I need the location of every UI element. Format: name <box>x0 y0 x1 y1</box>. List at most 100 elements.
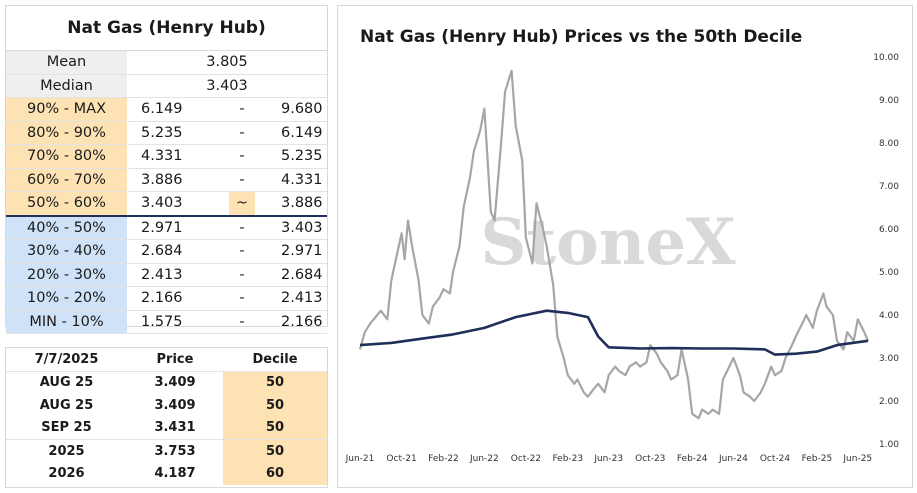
contract-price: 3.409 <box>154 375 196 391</box>
decile-table-title: Nat Gas (Henry Hub) <box>6 6 327 51</box>
price-table: 7/7/2025 Price Decile AUG 25 3.409 50 AUG 2… <box>6 348 327 485</box>
contract-decile: 50 <box>223 394 327 417</box>
price-row: AUG 25 3.409 50 <box>6 394 327 417</box>
decile-range-label: 90% - MAX <box>6 97 127 122</box>
contract-price: 3.431 <box>127 416 223 440</box>
decile-high-value: 2.684 <box>255 263 327 287</box>
decile-row: 80% - 90% 5.235-6.149 <box>6 121 327 145</box>
price-row: 2025 3.753 50 <box>6 439 327 463</box>
decile-range-label: MIN - 10% <box>6 310 127 334</box>
contract-label: 2025 <box>48 443 85 459</box>
y-tick-label: 9.00 <box>879 96 899 106</box>
decile-high-value: 4.331 <box>255 168 327 192</box>
x-tick-label: Jun-22 <box>469 454 499 464</box>
header-price: Price <box>127 348 223 372</box>
decile-low-value: 2.971 <box>127 214 229 240</box>
decile-low-value: 4.331 <box>127 144 229 169</box>
mean-label: Mean <box>6 51 127 75</box>
mean-value: 3.805 <box>127 51 327 75</box>
decile-range-label: 30% - 40% <box>6 239 127 264</box>
decile-row: 40% - 50% 2.971-3.403 <box>6 214 327 240</box>
price-row: SEP 25 3.431 50 <box>6 416 327 440</box>
contract-decile: 50 <box>223 371 327 394</box>
decile-range-label: 40% - 50% <box>6 214 127 240</box>
contract-price: 3.409 <box>154 397 196 413</box>
y-axis: 1.00 2.00 3.00 4.00 5.00 6.00 7.00 8.00 9.00 10.0… <box>873 53 899 450</box>
y-tick-label: 3.00 <box>879 354 899 364</box>
contract-decile: 50 <box>223 439 327 463</box>
decile-row: 30% - 40% 2.684-2.971 <box>6 239 327 264</box>
y-tick-label: 4.00 <box>879 311 899 321</box>
price-chart: Nat Gas (Henry Hub) Prices vs the 50th D… <box>345 27 900 464</box>
x-tick-label: Oct-22 <box>511 454 541 464</box>
henry-hub-price-line <box>358 69 870 420</box>
decile-low-value: 2.166 <box>127 286 229 311</box>
decile-low-value: 3.886 <box>127 168 229 192</box>
contract-decile: 60 <box>223 462 327 485</box>
contract-price: 4.187 <box>154 466 196 482</box>
decile-row: 90% - MAX 6.149-9.680 <box>6 97 327 122</box>
decile-low-value: 2.413 <box>127 263 229 287</box>
y-tick-label: 10.00 <box>873 53 899 63</box>
y-tick-label: 1.00 <box>879 440 899 450</box>
y-tick-label: 5.00 <box>879 268 899 278</box>
decile-separator: - <box>229 263 255 287</box>
x-tick-label: Oct-21 <box>386 454 416 464</box>
decile-separator: - <box>229 121 255 145</box>
decile-range-label: 20% - 30% <box>6 263 127 287</box>
decile-row: 10% - 20% 2.166-2.413 <box>6 286 327 311</box>
price-table-header: 7/7/2025 Price Decile <box>6 348 327 372</box>
contract-price: 3.753 <box>154 443 196 459</box>
x-tick-label: Oct-23 <box>635 454 665 464</box>
price-row: 2026 4.187 60 <box>6 462 327 485</box>
x-tick-label: Jun-24 <box>718 454 748 464</box>
series-group <box>358 69 870 420</box>
contract-label: AUG 25 <box>39 375 94 391</box>
decile-range-label: 10% - 20% <box>6 286 127 311</box>
decile-high-value: 9.680 <box>255 97 327 122</box>
decile-separator: - <box>229 239 255 264</box>
x-tick-label: Feb-22 <box>428 454 459 464</box>
decile-high-value: 2.971 <box>255 239 327 264</box>
decile-low-value: 2.684 <box>127 239 229 264</box>
decile-low-value: 5.235 <box>127 121 229 145</box>
decile-separator: - <box>229 144 255 169</box>
decile-range-label: 70% - 80% <box>6 144 127 169</box>
price-row: AUG 25 3.409 50 <box>6 371 327 394</box>
x-tick-label: Feb-24 <box>677 454 708 464</box>
decile-separator: - <box>229 214 255 240</box>
decile-separator: - <box>229 97 255 122</box>
contract-label: AUG 25 <box>39 397 94 413</box>
header-date: 7/7/2025 <box>6 348 127 372</box>
decile-row: 20% - 30% 2.413-2.684 <box>6 263 327 287</box>
x-tick-label: Feb-25 <box>802 454 833 464</box>
contract-decile: 50 <box>223 416 327 440</box>
decile-row: 60% - 70% 3.886-4.331 <box>6 168 327 192</box>
price-table-panel: 7/7/2025 Price Decile AUG 25 3.409 50 AUG 2… <box>5 347 328 488</box>
y-tick-label: 7.00 <box>879 182 899 192</box>
decile-separator: - <box>229 310 255 334</box>
decile-row: 50% - 60% 3.403 ~3.886 <box>6 191 327 216</box>
contract-label: SEP 25 <box>6 416 127 440</box>
y-tick-label: 6.00 <box>879 225 899 235</box>
x-tick-label: Jun-21 <box>345 454 375 464</box>
fiftieth-decile-line <box>359 309 869 356</box>
y-tick-label: 2.00 <box>879 397 899 407</box>
stonex-watermark: StoneX <box>480 205 736 280</box>
x-tick-label: Jun-25 <box>842 454 872 464</box>
chart-panel: Nat Gas (Henry Hub) Prices vs the 50th D… <box>337 5 913 488</box>
decile-row: MIN - 10% 1.575-2.166 <box>6 310 327 334</box>
decile-high-value: 5.235 <box>255 144 327 169</box>
decile-low-value: 3.403 <box>127 191 229 216</box>
decile-range-label: 80% - 90% <box>6 121 127 145</box>
decile-range-label: 60% - 70% <box>6 168 127 192</box>
decile-separator: - <box>229 168 255 192</box>
mean-row: Mean 3.805 <box>6 51 327 75</box>
decile-high-value: 6.149 <box>255 121 327 145</box>
header-decile: Decile <box>223 348 327 372</box>
median-row: Median 3.403 <box>6 74 327 98</box>
decile-high-value: 3.886 <box>255 191 327 216</box>
x-tick-label: Feb-23 <box>553 454 584 464</box>
y-tick-label: 8.00 <box>879 139 899 149</box>
decile-separator: - <box>229 286 255 311</box>
